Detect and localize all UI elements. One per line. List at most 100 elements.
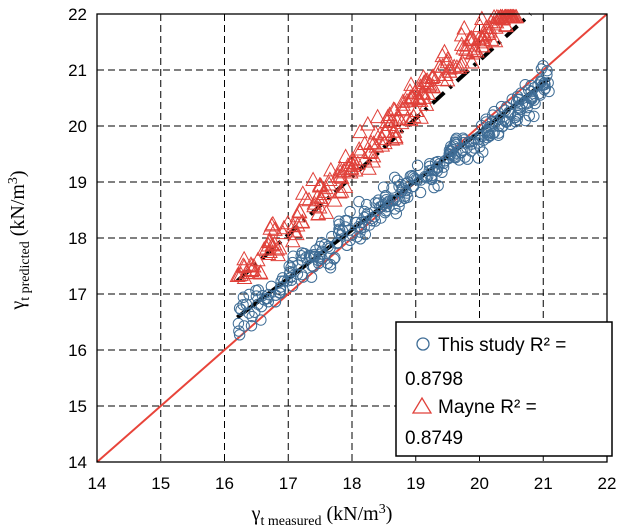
- mayne-point: [463, 30, 480, 45]
- y-tick-label: 21: [68, 61, 87, 80]
- mayne-point: [313, 189, 329, 204]
- mayne-point: [309, 188, 326, 204]
- tick-labels: 14 15 16 17 18 19 20 21 22 14 15 16 17 18 19 20 21 22: [68, 5, 616, 493]
- mayne-point: [359, 115, 376, 131]
- mayne-point: [495, 10, 512, 25]
- mayne-point: [280, 214, 296, 230]
- mayne-point: [361, 160, 377, 175]
- x-tick-label: 19: [406, 474, 425, 493]
- mayne-point: [311, 198, 328, 214]
- this-study-point: [275, 275, 287, 287]
- this-study-point: [232, 317, 245, 330]
- x-tick-label: 14: [88, 474, 107, 493]
- mayne-point: [431, 58, 448, 73]
- this-study-point: [354, 226, 366, 238]
- mayne-point: [311, 176, 328, 192]
- this-study-point: [326, 230, 338, 243]
- mayne-point: [365, 147, 382, 163]
- this-study-point: [438, 157, 450, 170]
- mayne-point: [402, 83, 418, 98]
- x-tick-label: 22: [598, 474, 617, 493]
- this-study-point: [273, 286, 286, 299]
- mayne-point: [294, 185, 311, 200]
- this-study-point: [387, 195, 399, 207]
- mayne-point: [322, 171, 338, 186]
- this-study-point: [450, 147, 462, 159]
- mayne-point: [455, 39, 472, 55]
- mayne-point: [372, 125, 388, 141]
- mayne-point: [476, 27, 493, 42]
- this-study-point: [480, 124, 492, 137]
- mayne-point: [418, 75, 435, 90]
- this-study-point: [492, 127, 505, 139]
- mayne-point: [352, 123, 368, 139]
- this-study-point: [306, 260, 318, 272]
- mayne-point: [250, 251, 266, 267]
- mayne-point: [276, 219, 292, 235]
- this-study-point: [492, 120, 505, 132]
- this-study-point: [296, 268, 308, 281]
- mayne-point: [393, 114, 410, 130]
- this-study-point: [377, 181, 390, 193]
- mayne-point: [236, 269, 253, 285]
- plot-frame: [96, 13, 608, 463]
- this-study-point: [360, 198, 373, 211]
- this-study-point: [312, 257, 325, 270]
- mayne-point: [374, 130, 390, 146]
- this-study-point: [437, 161, 450, 173]
- mayne-point: [352, 143, 368, 159]
- this-study-point: [407, 180, 420, 193]
- mayne-point: [331, 168, 348, 183]
- mayne-point: [456, 19, 473, 35]
- mayne-point: [408, 102, 425, 117]
- mayne-point: [351, 140, 367, 156]
- y-tick-label: 19: [68, 173, 87, 192]
- mayne-point: [412, 78, 429, 93]
- mayne-point: [247, 264, 263, 280]
- legend-circle-marker: [416, 337, 430, 351]
- this-study-point: [355, 222, 368, 234]
- mayne-point: [337, 148, 354, 163]
- this-study-point: [291, 268, 304, 280]
- this-study-point: [523, 109, 535, 122]
- mayne-point: [474, 10, 490, 25]
- mayne-point: [404, 89, 421, 105]
- this-study-point: [465, 138, 478, 150]
- mayne-point: [284, 232, 301, 248]
- this-study-point: [514, 103, 527, 116]
- mayne-point: [483, 31, 500, 46]
- this-study-point: [324, 258, 337, 271]
- this-study-point: [455, 147, 467, 159]
- mayne-point: [337, 178, 354, 193]
- this-study-point: [252, 298, 264, 311]
- mayne-point: [502, 8, 518, 24]
- this-study-point: [453, 154, 465, 166]
- mayne-point: [236, 250, 252, 266]
- this-study-point: [423, 165, 436, 177]
- this-study-point: [472, 152, 485, 164]
- this-study-point: [255, 314, 267, 326]
- this-study-point: [390, 207, 403, 220]
- mayne-point: [262, 243, 278, 259]
- axes: [96, 13, 608, 463]
- mayne-point: [387, 118, 404, 134]
- mayne-point: [441, 63, 458, 78]
- mayne-point: [425, 68, 442, 83]
- mayne-point: [315, 185, 332, 200]
- this-study-point: [462, 136, 475, 148]
- this-study-point: [233, 302, 246, 314]
- mayne-point: [261, 233, 278, 248]
- mayne-point: [265, 215, 281, 231]
- mayne-point: [323, 161, 339, 177]
- this-study-point: [529, 97, 541, 110]
- mayne-point: [243, 262, 260, 278]
- mayne-point: [395, 101, 412, 117]
- mayne-point: [399, 92, 415, 108]
- this-study-point: [411, 159, 424, 172]
- legend-mayne-value: 0.8749: [405, 428, 463, 449]
- mayne-point: [317, 179, 334, 195]
- legend-triangle-marker: [411, 396, 433, 414]
- mayne-point: [384, 131, 401, 146]
- mayne-point: [291, 203, 308, 219]
- this-study-point: [314, 240, 326, 253]
